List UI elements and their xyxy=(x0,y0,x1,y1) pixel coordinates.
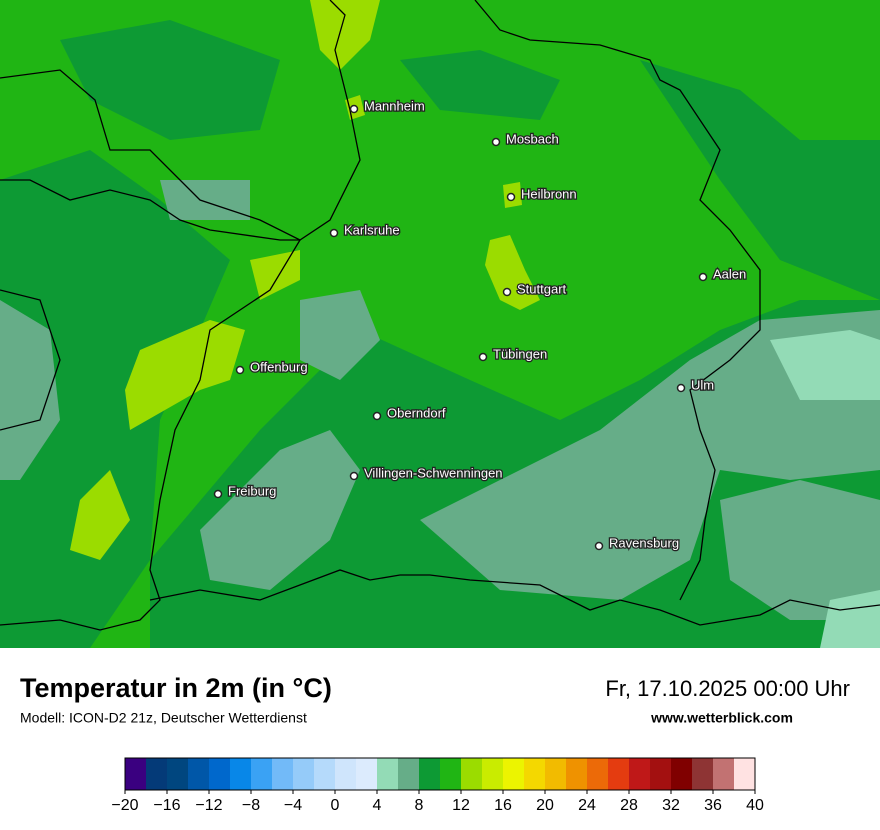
city-label: Mannheim xyxy=(364,98,425,113)
colorbar-tick-label: 36 xyxy=(704,797,722,814)
colorbar-tick-label: −12 xyxy=(195,797,222,814)
colorbar-bin xyxy=(293,758,315,790)
city-dot xyxy=(349,471,359,481)
city-label: Ravensburg xyxy=(609,535,679,550)
colorbar-tick-label: 4 xyxy=(373,797,382,814)
city-dot xyxy=(502,287,512,297)
colorbar-tick-label: −20 xyxy=(111,797,138,814)
colorbar-tick-label: 16 xyxy=(494,797,512,814)
city-label: Mosbach xyxy=(506,131,559,146)
city-dot xyxy=(478,352,488,362)
city-label: Karlsruhe xyxy=(344,222,400,237)
colorbar-tick-label: 24 xyxy=(578,797,596,814)
colorbar-bin xyxy=(314,758,336,790)
colorbar-bin xyxy=(713,758,735,790)
date: Fr, 17.10.2025 00:00 Uhr xyxy=(605,676,850,701)
colorbar-bin xyxy=(545,758,567,790)
city-label: Villingen-Schwenningen xyxy=(364,465,503,480)
city-dot xyxy=(213,489,223,499)
colorbar: −20 −16 −12 −8 −4 0 4 8 12 16 20 24 28 32 36 40 xyxy=(111,757,764,814)
subtitle: Modell: ICON-D2 21z, Deutscher Wetterdie… xyxy=(20,710,307,726)
colorbar-tick-label: −16 xyxy=(153,797,180,814)
city-dot xyxy=(372,411,382,421)
colorbar-bin xyxy=(251,758,273,790)
city-label: Stuttgart xyxy=(517,281,567,296)
city-dot xyxy=(594,541,604,551)
colorbar-tick-label: 0 xyxy=(331,797,340,814)
title: Temperatur in 2m (in °C) xyxy=(20,673,332,703)
colorbar-tick-label: −8 xyxy=(242,797,260,814)
colorbar-bin xyxy=(608,758,630,790)
map xyxy=(0,0,880,648)
colorbar-bin xyxy=(209,758,231,790)
city-label: Freiburg xyxy=(228,483,276,498)
colorbar-bin xyxy=(461,758,483,790)
colorbar-bin xyxy=(335,758,357,790)
colorbar-tick-label: 20 xyxy=(536,797,554,814)
city-label: Oberndorf xyxy=(387,405,446,420)
colorbar-bin xyxy=(587,758,609,790)
colorbar-bin xyxy=(524,758,546,790)
colorbar-bin xyxy=(188,758,210,790)
colorbar-bin xyxy=(398,758,420,790)
colorbar-bin xyxy=(377,758,399,790)
colorbar-tick-label: −4 xyxy=(284,797,302,814)
colorbar-bin xyxy=(629,758,651,790)
colorbar-tick-label: 28 xyxy=(620,797,638,814)
colorbar-bin xyxy=(440,758,462,790)
colorbar-frame xyxy=(124,757,756,791)
city-dot xyxy=(329,228,339,238)
colorbar-bin xyxy=(167,758,189,790)
website: www.wetterblick.com xyxy=(650,710,793,726)
city-label: Tübingen xyxy=(493,346,547,361)
city-labels: Mannheim Mosbach Heilbronn Karlsruhe Stuttga… xyxy=(213,97,748,552)
colorbar-tick-label: 32 xyxy=(662,797,680,814)
colorbar-bin xyxy=(671,758,693,790)
colorbar-bin xyxy=(650,758,672,790)
colorbar-last-bin xyxy=(734,758,755,790)
colorbar-bin xyxy=(503,758,525,790)
city-dot xyxy=(349,104,359,114)
colorbar-bin xyxy=(230,758,252,790)
colorbar-bin xyxy=(272,758,294,790)
colorbar-bin xyxy=(692,758,714,790)
city-dot xyxy=(235,365,245,375)
city-label: Heilbronn xyxy=(521,186,577,201)
colorbar-bin xyxy=(566,758,588,790)
city-dot xyxy=(491,137,501,147)
colorbar-tick-label: 8 xyxy=(415,797,424,814)
colorbar-bin xyxy=(125,758,147,790)
city-dot xyxy=(698,272,708,282)
colorbar-bin xyxy=(419,758,441,790)
city-label: Offenburg xyxy=(250,359,308,374)
city-dot xyxy=(506,192,516,202)
colorbar-bin xyxy=(356,758,378,790)
city-dot xyxy=(676,383,686,393)
colorbar-tick-label: 40 xyxy=(746,797,764,814)
city-label: Ulm xyxy=(691,377,714,392)
colorbar-bin xyxy=(146,758,168,790)
city-label: Aalen xyxy=(713,266,746,281)
colorbar-tick-label: 12 xyxy=(452,797,470,814)
colorbar-bin xyxy=(482,758,504,790)
